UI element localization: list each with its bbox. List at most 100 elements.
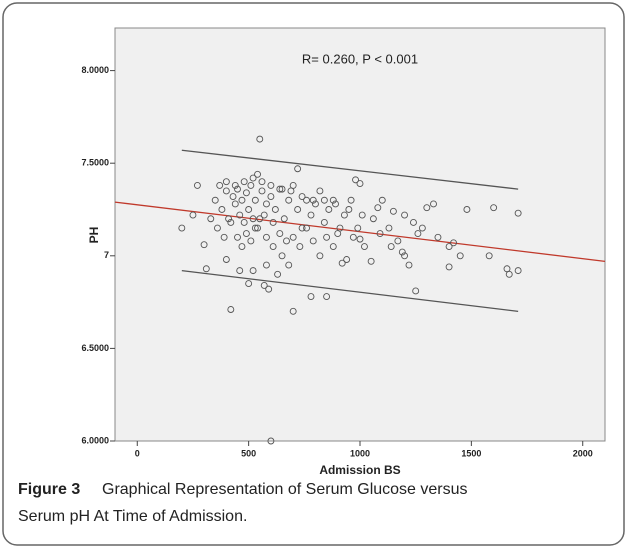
caption-text: Serum pH At Time of Admission. [18, 508, 247, 525]
point [240, 178, 248, 186]
point [307, 293, 315, 300]
point [200, 241, 208, 249]
point [178, 224, 186, 232]
caption-text: Graphical Representation of Serum Glucos… [102, 481, 468, 498]
point [260, 211, 268, 219]
point [505, 270, 513, 278]
point [258, 187, 266, 195]
point [340, 211, 348, 219]
point [222, 178, 230, 186]
point [240, 219, 248, 226]
point [247, 181, 255, 189]
point [490, 204, 498, 212]
point [249, 215, 257, 223]
point [343, 256, 351, 263]
point [274, 270, 282, 278]
point [202, 265, 210, 273]
point [387, 243, 395, 250]
point [254, 170, 261, 178]
point [231, 181, 239, 189]
point [260, 281, 268, 289]
point [294, 206, 302, 213]
point [401, 252, 408, 260]
point [445, 243, 453, 250]
y-tick-label: 6.5000 [81, 343, 109, 353]
point [423, 204, 431, 212]
figure-label: Figure 3 [18, 481, 80, 498]
point [338, 259, 346, 267]
y-tick-label: 8.0000 [81, 65, 109, 75]
point [298, 224, 306, 232]
point [225, 215, 233, 223]
point [238, 196, 246, 204]
point [320, 196, 328, 204]
point [251, 196, 259, 204]
point [307, 211, 315, 219]
point [285, 261, 293, 269]
point [485, 252, 493, 260]
x-tick-label: 2000 [573, 448, 593, 458]
point [414, 230, 422, 238]
point [356, 235, 364, 243]
point [236, 211, 244, 219]
point [267, 437, 275, 445]
point [514, 209, 522, 217]
point [287, 187, 295, 195]
point [242, 230, 250, 238]
point [456, 252, 464, 260]
point [280, 215, 288, 223]
point [345, 206, 353, 213]
point [278, 185, 286, 193]
point [320, 219, 328, 226]
point [271, 206, 279, 213]
point [434, 233, 442, 241]
point [356, 180, 364, 188]
point [229, 193, 237, 200]
x-tick-label: 1000 [350, 448, 370, 458]
point [258, 178, 266, 186]
fit-line [114, 201, 606, 262]
point [234, 185, 241, 193]
point [245, 206, 253, 213]
point [242, 189, 250, 197]
point [394, 237, 402, 245]
x-tick-label: 0 [135, 448, 140, 458]
point [418, 224, 426, 232]
point [216, 181, 224, 189]
point [325, 206, 333, 213]
point [276, 230, 284, 238]
point [354, 224, 362, 232]
point [323, 233, 331, 241]
point [207, 215, 215, 223]
point [254, 224, 261, 232]
point [303, 196, 310, 204]
y-tick-label: 6.0000 [81, 435, 109, 445]
point [361, 243, 368, 250]
point [450, 239, 457, 247]
point [374, 204, 382, 212]
y-tick-label: 7.5000 [81, 158, 109, 168]
point [214, 224, 221, 232]
point [316, 252, 324, 260]
point [285, 196, 293, 204]
point [294, 165, 302, 173]
point [218, 206, 226, 213]
x-tick-label: 500 [241, 448, 256, 458]
point [349, 233, 357, 241]
y-axis-label: PH [87, 227, 101, 244]
point [298, 193, 306, 200]
point [263, 261, 270, 269]
point [369, 215, 377, 223]
point [410, 219, 417, 226]
point [283, 237, 290, 245]
point [289, 307, 297, 315]
point [323, 293, 331, 300]
point [445, 263, 453, 271]
point [267, 193, 275, 200]
point [222, 187, 230, 195]
point [303, 224, 310, 232]
point [267, 181, 275, 189]
point [269, 243, 277, 250]
point [238, 243, 246, 250]
annotation: R= 0.260, P < 0.001 [302, 51, 418, 66]
